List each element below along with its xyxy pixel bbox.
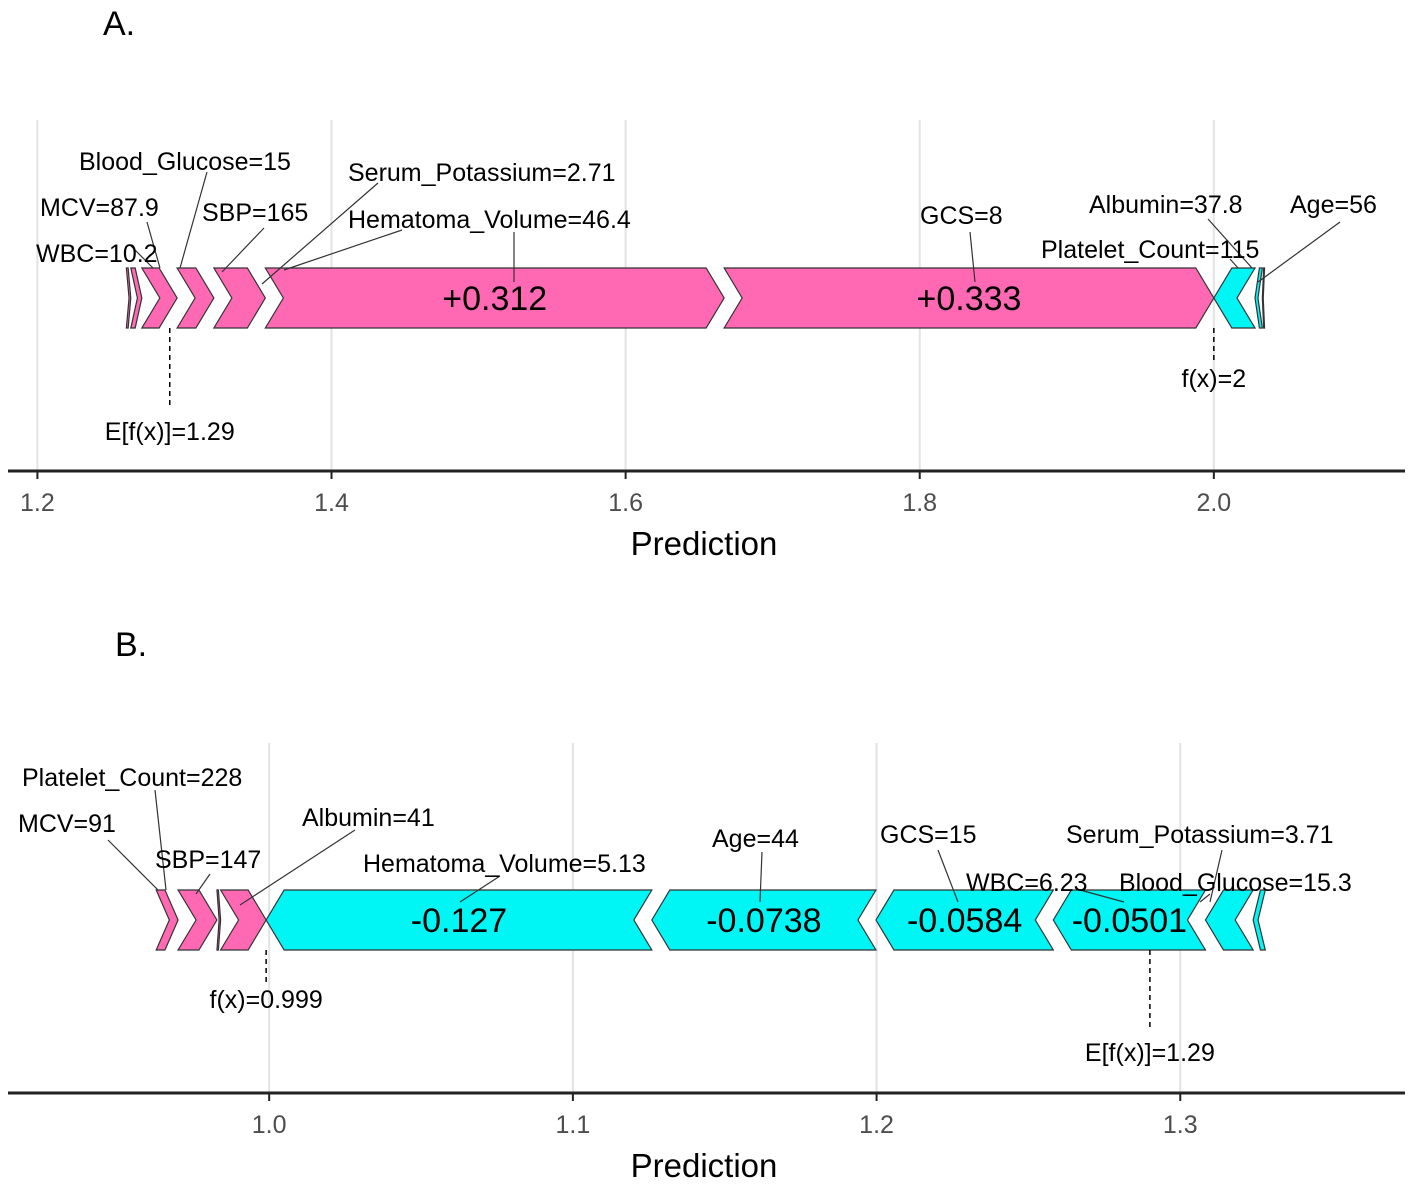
feature-label-gcs: GCS=15 (880, 821, 977, 849)
feature-label-mcv: MCV=91 (18, 810, 116, 838)
x-tick-label: 2.0 (1196, 489, 1231, 517)
force-segment (130, 267, 143, 329)
force-segment (1204, 889, 1255, 951)
panel-b-segments (155, 889, 1267, 951)
segment-value-label: -0.127 (411, 902, 507, 940)
panel-b-output-label: f(x)=0.999 (210, 986, 323, 1014)
x-tick-label: 1.1 (555, 1111, 590, 1139)
panel-b: B. MCV=91 Platelet_Count=228 SBP=147 Alb… (8, 626, 1405, 1184)
feature-label-platelet-count: Platelet_Count=115 (1041, 236, 1259, 264)
force-segment (125, 267, 132, 329)
panel-a-x-axis-title: Prediction (631, 525, 778, 562)
x-tick-label: 1.6 (608, 489, 643, 517)
force-segment (140, 267, 178, 329)
panel-a-ticks: 1.2 1.4 1.6 1.8 2.0 (20, 471, 1231, 517)
panel-b-base-label: E[f(x)]=1.29 (1085, 1039, 1215, 1067)
x-tick-label: 1.4 (314, 489, 349, 517)
feature-label-serum-potassium: Serum_Potassium=2.71 (348, 159, 616, 187)
force-segment (177, 889, 218, 951)
force-segment (1254, 267, 1264, 329)
force-segment (1261, 267, 1266, 329)
feature-label-albumin: Albumin=41 (302, 804, 435, 832)
panel-a: A. WBC=10.2 MCV=87.9 Blood_Glucose=15 SB… (8, 5, 1405, 562)
feature-label-blood-glucose: Blood_Glucose=15 (79, 148, 291, 176)
x-tick-label: 1.2 (20, 489, 55, 517)
segment-value-label: +0.333 (917, 280, 1022, 318)
force-segment (216, 889, 222, 951)
feature-label-sbp: SBP=147 (155, 846, 261, 874)
segment-value-label: -0.0584 (907, 902, 1022, 940)
panel-a-feature-labels: WBC=10.2 MCV=87.9 Blood_Glucose=15 SBP=1… (36, 148, 1377, 268)
x-tick-label: 1.3 (1163, 1111, 1198, 1139)
panel-a-base-label: E[f(x)]=1.29 (105, 418, 235, 446)
panel-a-label: A. (103, 5, 135, 43)
feature-label-age: Age=44 (712, 825, 799, 853)
force-segment (176, 267, 215, 329)
force-segment (155, 889, 179, 951)
force-segment (1052, 889, 1207, 951)
feature-label-wbc: WBC=10.2 (36, 240, 158, 268)
panel-b-leaders (107, 789, 1223, 906)
force-segment (1252, 889, 1267, 951)
feature-label-platelet-count: Platelet_Count=228 (22, 764, 242, 792)
panel-b-ticks: 1.0 1.1 1.2 1.3 (252, 1093, 1198, 1139)
panel-b-x-axis-title: Prediction (631, 1147, 778, 1184)
panel-b-feature-labels: MCV=91 Platelet_Count=228 SBP=147 Albumi… (18, 764, 1352, 897)
feature-label-serum-potassium: Serum_Potassium=3.71 (1066, 821, 1334, 849)
force-segment (264, 267, 725, 329)
segment-value-label: +0.312 (442, 280, 547, 318)
panel-a-output-label: f(x)=2 (1182, 365, 1247, 393)
x-tick-label: 1.8 (902, 489, 937, 517)
feature-label-albumin: Albumin=37.8 (1089, 191, 1243, 219)
force-segment (875, 889, 1055, 951)
panel-a-leaders (129, 171, 1341, 285)
feature-label-hematoma-volume: Hematoma_Volume=46.4 (348, 206, 631, 234)
x-tick-label: 1.0 (252, 1111, 287, 1139)
force-segment (219, 889, 267, 951)
feature-label-blood-glucose: Blood_Glucose=15.3 (1119, 869, 1352, 897)
segment-value-label: -0.0501 (1072, 902, 1187, 940)
force-segment (212, 267, 267, 329)
feature-label-gcs: GCS=8 (920, 202, 1003, 230)
force-segment (1213, 267, 1257, 329)
panel-b-value-labels: -0.127 -0.0738 -0.0584 -0.0501 (411, 902, 1187, 940)
force-segment (651, 889, 878, 951)
force-segment (723, 267, 1215, 329)
feature-label-sbp: SBP=165 (202, 199, 308, 227)
segment-value-label: -0.0738 (706, 902, 821, 940)
panel-a-segments (125, 267, 1266, 329)
feature-label-hematoma-volume: Hematoma_Volume=5.13 (363, 850, 646, 878)
feature-label-mcv: MCV=87.9 (40, 194, 159, 222)
feature-label-wbc: WBC=6.23 (966, 869, 1088, 897)
x-tick-label: 1.2 (859, 1111, 894, 1139)
panel-b-label: B. (115, 626, 147, 664)
feature-label-age: Age=56 (1290, 191, 1377, 219)
panel-a-value-labels: +0.312 +0.333 (442, 280, 1021, 318)
force-segment (265, 889, 653, 951)
